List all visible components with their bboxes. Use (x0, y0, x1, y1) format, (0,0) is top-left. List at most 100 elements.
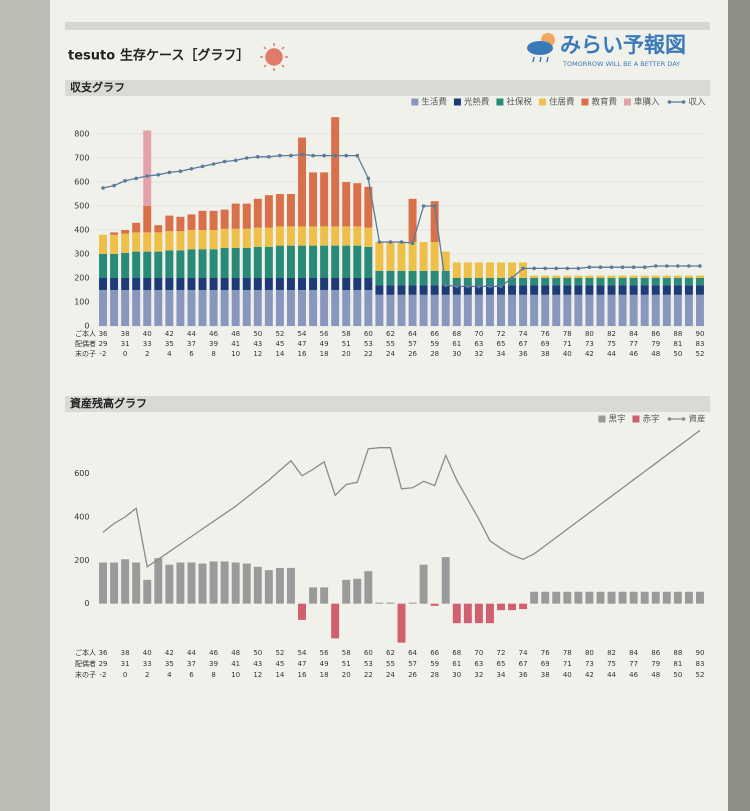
bar (684, 294, 693, 326)
row-label: 57 (408, 340, 417, 348)
bar (629, 275, 638, 278)
bar (143, 251, 152, 278)
row-name: 配偶者 (75, 659, 96, 668)
row-label: 14 (275, 671, 284, 679)
bar (508, 603, 517, 611)
y-tick-label: 800 (74, 130, 89, 139)
bar (242, 278, 251, 290)
x-tick-label: 88 (673, 649, 682, 657)
bar (309, 278, 318, 290)
bar (320, 278, 329, 290)
bar (452, 294, 461, 326)
bar (419, 564, 428, 604)
bar (408, 602, 417, 604)
row-label: 26 (408, 671, 417, 679)
x-tick-label: 40 (143, 330, 152, 338)
bar (419, 285, 428, 295)
row-label: 55 (386, 340, 395, 348)
legend-label: 生活費 (421, 97, 447, 108)
row-label: 73 (585, 340, 594, 348)
x-tick-label: 66 (430, 649, 439, 657)
x-tick-label: 68 (452, 649, 461, 657)
bar (121, 559, 130, 604)
x-tick-label: 76 (541, 649, 550, 657)
row-label: 71 (563, 340, 572, 348)
bar (629, 294, 638, 326)
row-label: 77 (629, 660, 638, 668)
line-point (576, 266, 581, 271)
row-label: 79 (651, 340, 660, 348)
bar (452, 278, 461, 286)
line-point (200, 164, 205, 169)
x-tick-label: 52 (275, 649, 284, 657)
legend-swatch (598, 415, 606, 423)
bar (397, 603, 406, 643)
bar (165, 278, 174, 290)
row-label: 41 (231, 660, 240, 668)
row-label: 22 (364, 671, 373, 679)
bar (320, 290, 329, 326)
bar (132, 222, 141, 233)
line-point (554, 266, 559, 271)
row-label: 14 (275, 350, 284, 358)
row-label: 16 (298, 350, 307, 358)
line-point (267, 155, 271, 159)
bar (353, 226, 362, 246)
bar (176, 278, 185, 290)
x-tick-label: 60 (364, 330, 373, 338)
bar (408, 242, 417, 271)
row-label: 57 (408, 660, 417, 668)
bar (331, 245, 340, 278)
row-label: 29 (99, 660, 108, 668)
bar (430, 270, 439, 286)
bar (309, 172, 318, 227)
x-tick-label: 82 (607, 330, 616, 338)
bar (275, 290, 284, 326)
bar (231, 562, 240, 604)
x-tick-label: 74 (519, 330, 528, 338)
row-label: 6 (189, 671, 194, 679)
bar (198, 563, 207, 604)
row-label: 81 (673, 340, 682, 348)
bar (143, 290, 152, 326)
bar (474, 294, 483, 326)
bar (474, 278, 483, 286)
bar (463, 603, 472, 624)
row-name: 末の子 (75, 349, 96, 358)
bar (121, 233, 130, 253)
user-name: tesuto (68, 49, 115, 64)
bar (563, 278, 572, 286)
bar (298, 603, 306, 620)
line-point (355, 153, 360, 158)
bar (618, 294, 627, 326)
bar (143, 130, 152, 206)
row-label: 8 (211, 671, 215, 679)
bar (452, 603, 461, 624)
bar (364, 278, 373, 290)
bar (397, 242, 406, 271)
logo-text: みらい予報図 (560, 33, 686, 57)
legend-label: 住居費 (549, 97, 575, 108)
legend-swatch (581, 98, 589, 106)
line-point (311, 153, 315, 158)
bar (386, 602, 395, 604)
row-label: 10 (231, 671, 240, 679)
bar (176, 250, 185, 278)
bar (695, 591, 704, 604)
bar (474, 262, 483, 278)
row-label: -2 (100, 671, 107, 679)
bar (508, 285, 517, 295)
bar (132, 232, 141, 252)
row-label: 59 (430, 660, 439, 668)
section-band (65, 396, 710, 412)
bar (320, 587, 329, 604)
bar (552, 285, 561, 295)
bar (275, 245, 284, 278)
row-label: 36 (519, 350, 528, 358)
bar (618, 591, 627, 604)
bar (253, 566, 262, 604)
bar (640, 278, 649, 286)
bar (541, 591, 550, 604)
logo-icon (527, 33, 555, 63)
line-point (300, 152, 304, 157)
